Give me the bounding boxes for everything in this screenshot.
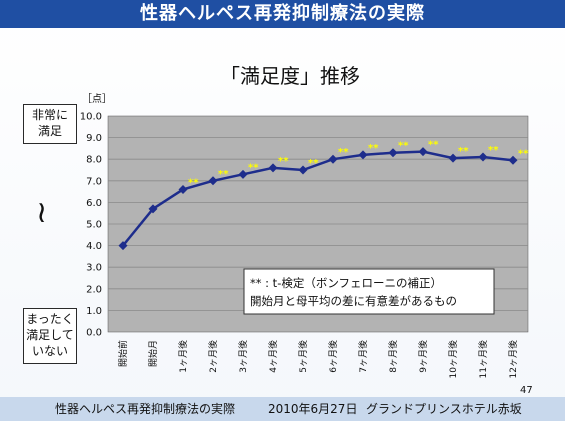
data-point — [418, 147, 428, 157]
x-tick-label: 開始前 — [117, 340, 129, 367]
y-tick-label: 8.0 — [86, 155, 102, 166]
data-point — [298, 165, 308, 175]
x-tick-label: 12ヶ月後 — [507, 340, 519, 378]
x-tick-label: 8ヶ月後 — [387, 340, 399, 373]
data-point — [448, 153, 458, 163]
y-tick-label: 9.0 — [86, 133, 102, 144]
footer-title: 性器ヘルペス再発抑制療法の実際 — [55, 402, 236, 416]
significance-marker: ** — [398, 141, 409, 152]
footer-date: 2010年6月27日 — [268, 402, 358, 416]
x-tick-label: 2ヶ月後 — [207, 340, 219, 373]
header-title: 性器ヘルペス再発抑制療法の実際 — [140, 3, 425, 24]
bottom-scale-line-1: まったく — [26, 312, 74, 326]
data-point — [358, 150, 368, 160]
significance-marker: ** — [278, 156, 289, 167]
x-tick-label: 6ヶ月後 — [327, 340, 339, 373]
significance-marker: ** — [338, 147, 349, 158]
page-number: 47 — [520, 385, 533, 396]
data-point — [268, 163, 278, 173]
chart-title: 「満足度」推移 — [220, 64, 360, 88]
bottom-scale-line-2: 満足して — [26, 328, 74, 342]
legend-box — [243, 268, 495, 315]
footer: 性器ヘルペス再発抑制療法の実際 2010年6月27日 グランドプリンスホテル赤坂 — [0, 397, 565, 421]
y-tick-label: 4.0 — [86, 241, 102, 252]
slide-header: 性器ヘルペス再発抑制療法の実際 — [0, 0, 565, 28]
significance-marker: ** — [428, 140, 439, 151]
data-point — [328, 154, 338, 164]
x-tick-label: 3ヶ月後 — [237, 340, 249, 373]
data-point — [118, 241, 128, 251]
y-tick-label: 1.0 — [86, 306, 102, 317]
top-scale-line-2: 満足 — [37, 124, 62, 138]
y-axis-unit: ［点］ — [82, 94, 112, 105]
data-point — [208, 176, 218, 186]
series-line — [122, 150, 514, 247]
y-tick-label: 0.0 — [86, 328, 102, 339]
significance-marker: ** — [368, 143, 379, 154]
footer-venue: グランドプリンスホテル赤坂 — [366, 402, 522, 416]
y-tick-label: 3.0 — [86, 263, 102, 274]
legend-line-2: 開始月と母平均の差に有意差があるもの — [250, 294, 457, 308]
y-tick-label: 5.0 — [86, 220, 102, 231]
tilde-mark: ≀ — [36, 195, 48, 230]
significance-marker: ** — [248, 162, 259, 173]
data-point — [238, 169, 248, 179]
data-point — [178, 184, 188, 194]
significance-marker: ** — [488, 145, 499, 156]
data-point — [478, 152, 488, 162]
significance-marker: ** — [188, 177, 199, 188]
y-tick-label: 10.0 — [80, 112, 102, 123]
significance-marker: ** — [308, 158, 319, 169]
significance-marker: ** — [458, 146, 469, 157]
data-point — [388, 148, 398, 158]
y-tick-label: 7.0 — [86, 176, 102, 187]
bottom-scale-label: まったく 満足して いない — [23, 308, 77, 364]
significance-marker: ** — [518, 148, 529, 159]
x-tick-label: 7ヶ月後 — [357, 340, 369, 373]
top-scale-label: 非常に 満足 — [23, 104, 77, 144]
bottom-scale-line-3: いない — [31, 344, 68, 358]
data-point — [148, 204, 158, 214]
y-tick-label: 6.0 — [86, 198, 102, 209]
x-tick-label: 4ヶ月後 — [267, 340, 279, 373]
x-tick-label: 開始月 — [147, 340, 159, 367]
x-tick-label: 11ヶ月後 — [477, 340, 489, 378]
y-tick-label: 2.0 — [86, 284, 102, 295]
legend-line-1: ** : t-検定（ボンフェローニの補正） — [250, 276, 442, 290]
x-tick-label: 1ヶ月後 — [177, 340, 189, 373]
significance-marker: ** — [218, 169, 229, 180]
data-point — [508, 155, 518, 165]
x-tick-label: 10ヶ月後 — [447, 340, 459, 378]
top-scale-line-1: 非常に — [31, 108, 68, 122]
x-tick-label: 5ヶ月後 — [297, 340, 309, 373]
x-tick-label: 9ヶ月後 — [417, 340, 429, 373]
